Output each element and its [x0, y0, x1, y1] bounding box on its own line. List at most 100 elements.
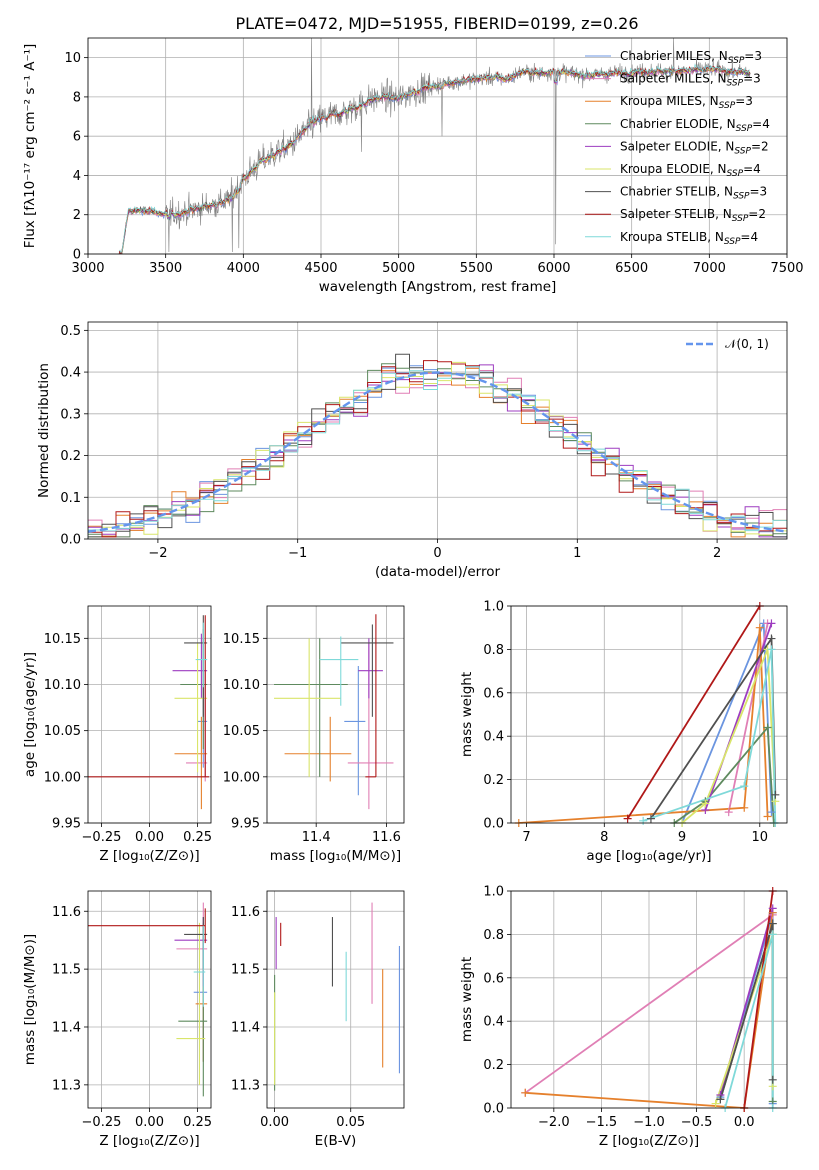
- x-tick-label: −2.0: [538, 1115, 570, 1130]
- x-tick-label: 0.00: [135, 830, 164, 845]
- error-bar-point: [172, 633, 208, 699]
- y-tick-label: 10.05: [223, 724, 260, 739]
- x-tick-label: −0.25: [82, 830, 122, 845]
- plus-marker: [701, 799, 710, 808]
- legend-label: Kroupa ELODIE, NSSP=4: [620, 162, 761, 179]
- mass-weight-line: [681, 649, 777, 823]
- histogram-step: [88, 366, 787, 539]
- x-tick-label: −1.0: [633, 1115, 665, 1130]
- y-axis-label: Normed distribution: [36, 363, 52, 498]
- axes-frame: [87, 605, 212, 824]
- axes-age-vs-Z: −0.25 0.00 0.25 9.95 10.00 10.05 10.10 10.15 Z […: [22, 605, 212, 864]
- plus-marker: [521, 1088, 530, 1097]
- y-tick-label: 11.3: [231, 1078, 260, 1093]
- x-tick-label: 9: [678, 830, 686, 845]
- legend: 𝒩(0, 1): [686, 337, 769, 351]
- error-bar-point: [274, 638, 348, 777]
- axes-frame: [266, 605, 405, 824]
- x-axis-label: E(B-V): [315, 1133, 357, 1149]
- x-tick-label: 6500: [615, 261, 648, 276]
- y-tick-label: 0.8: [483, 643, 504, 658]
- plus-marker: [740, 803, 749, 812]
- plus-marker: [768, 1075, 777, 1084]
- x-tick-label: −2: [148, 546, 167, 561]
- axes-frame: [510, 605, 788, 824]
- legend-label: Salpeter MILES, NSSP=3: [620, 72, 761, 89]
- legend-label: Kroupa MILES, NSSP=3: [620, 94, 753, 111]
- plot-area: [274, 614, 394, 810]
- axes-frame: [510, 890, 788, 1109]
- x-tick-label: 7500: [770, 261, 803, 276]
- plus-marker: [755, 623, 764, 632]
- x-tick-label: 0.00: [260, 1115, 289, 1130]
- y-axis-label: mass weight: [459, 957, 475, 1042]
- mass-weight-line: [743, 891, 774, 1108]
- y-tick-label: 11.5: [52, 963, 81, 978]
- y-tick-label: 8: [73, 90, 81, 105]
- x-tick-label: 0.25: [183, 830, 212, 845]
- y-tick-label: 0.4: [60, 366, 81, 381]
- y-tick-label: 0.2: [483, 773, 504, 788]
- axes-mass-vs-ebv: 0.00 0.05 11.3 11.4 11.5 11.6 E(B-V): [231, 890, 405, 1149]
- error-bar-point: [365, 614, 377, 778]
- plus-marker: [646, 814, 655, 823]
- x-tick-label: 0.05: [336, 1115, 365, 1130]
- x-tick-label: 0.25: [183, 1115, 212, 1130]
- error-bar-point: [174, 642, 208, 773]
- plot-area: [118, 38, 751, 254]
- error-bar-point: [284, 716, 352, 782]
- axes-mass-weight-vs-age: 7 8 9 10 0.0 0.2 0.4 0.6 0.8 1.0 age [log₁₀(age/yr…: [459, 600, 788, 864]
- x-tick-label: 5500: [460, 261, 493, 276]
- y-tick-label: 0.4: [483, 1015, 504, 1030]
- grid: [88, 891, 211, 1108]
- legend-label: Salpeter ELODIE, NSSP=2: [620, 139, 769, 156]
- y-tick-label: 10.10: [223, 678, 260, 693]
- axes-frame: [87, 37, 788, 255]
- y-tick-label: 2: [73, 208, 81, 223]
- y-axis-label: Flux [fλ10⁻¹⁷ erg cm⁻² s⁻¹ A⁻¹]: [22, 44, 38, 249]
- error-bar-point: [274, 638, 341, 777]
- mass-weight-line: [673, 725, 775, 823]
- y-tick-label: 11.4: [52, 1020, 81, 1035]
- y-tick-label: 0: [73, 248, 81, 263]
- y-tick-label: 1.0: [483, 885, 504, 900]
- y-axis-label: age [log₁₀(age/yr)]: [22, 652, 38, 777]
- plot-area: [88, 353, 787, 539]
- plot-area: [518, 606, 777, 823]
- x-tick-label: 10: [752, 830, 769, 845]
- y-tick-label: 9.95: [52, 817, 81, 832]
- error-bar-point: [174, 716, 208, 810]
- mass-weight-line: [518, 627, 769, 823]
- plus-marker: [767, 645, 776, 654]
- axes-age-vs-mass: 11.4 11.6 9.95 10.00 10.05 10.10 10.15 mass [lo…: [223, 605, 405, 864]
- error-bar-point: [340, 624, 394, 717]
- x-tick-label: 5000: [382, 261, 415, 276]
- axes-frame: [266, 890, 405, 1109]
- x-axis-label: Z [log₁₀(Z/Z⊙)]: [599, 1133, 699, 1149]
- y-tick-label: 0.6: [483, 971, 504, 986]
- y-tick-label: 9.95: [231, 817, 260, 832]
- y-tick-label: 10.00: [223, 770, 260, 785]
- y-tick-label: 0.5: [60, 324, 81, 339]
- axes-frame: [87, 321, 788, 540]
- plus-marker: [623, 814, 632, 823]
- plus-marker: [768, 930, 777, 939]
- x-axis-label: Z [log₁₀(Z/Z⊙)]: [99, 848, 199, 864]
- y-tick-label: 0.2: [60, 449, 81, 464]
- error-bar-point: [193, 925, 206, 1007]
- x-axis-label: Z [log₁₀(Z/Z⊙)]: [99, 1133, 199, 1149]
- x-tick-label: −1: [288, 546, 307, 561]
- mass-weight-line: [626, 606, 761, 820]
- y-tick-label: 0.8: [483, 928, 504, 943]
- x-tick-label: 7: [522, 830, 530, 845]
- legend-label: 𝒩(0, 1): [725, 337, 769, 351]
- error-bar-point: [176, 922, 206, 1085]
- legend: Chabrier MILES, NSSP=3 Salpeter MILES, NS…: [585, 49, 770, 247]
- x-tick-label: 7000: [693, 261, 726, 276]
- y-tick-label: 10.00: [44, 770, 81, 785]
- y-tick-label: 0.0: [60, 533, 81, 548]
- error-bar-point: [358, 638, 383, 699]
- x-tick-label: 0: [433, 546, 441, 561]
- x-axis-label: mass [log₁₀(M/M⊙)]: [270, 848, 401, 864]
- y-tick-label: 11.5: [231, 963, 260, 978]
